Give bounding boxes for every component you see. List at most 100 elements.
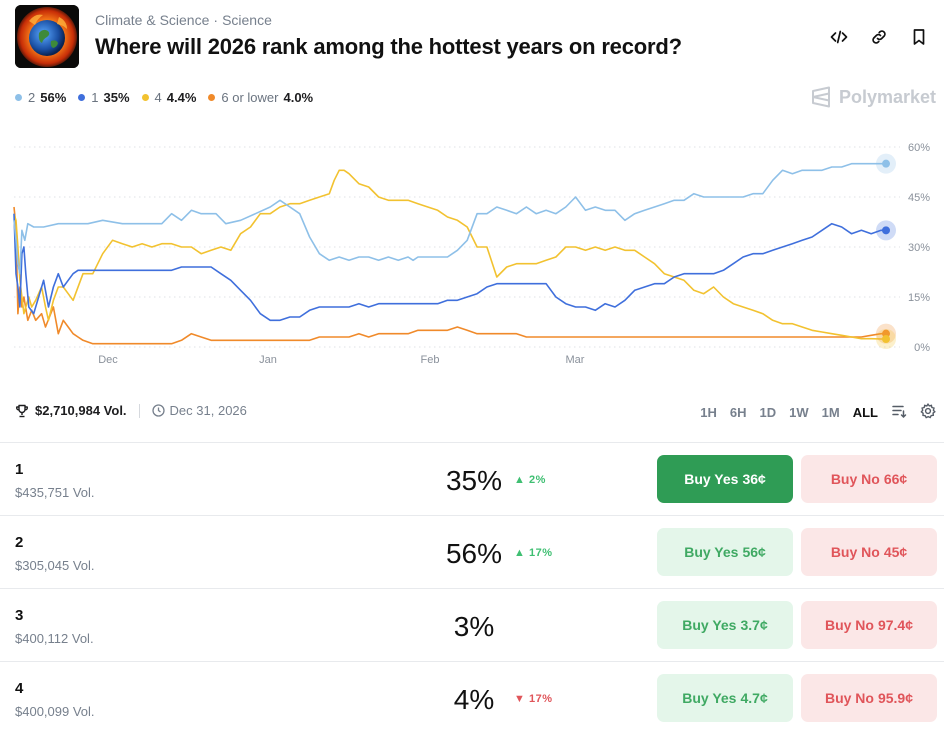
outcome-percent: 56% bbox=[445, 538, 503, 569]
outcome-volume: $435,751 Vol. bbox=[15, 485, 95, 500]
y-tick-label: 15% bbox=[908, 292, 930, 304]
range-1m[interactable]: 1M bbox=[821, 405, 840, 420]
buy-no-label: Buy No bbox=[830, 471, 880, 487]
range-1h[interactable]: 1H bbox=[700, 405, 717, 420]
change-down-icon: ▼ bbox=[514, 693, 526, 705]
legend-name: 2 bbox=[28, 90, 36, 105]
outcome-label: 3 bbox=[15, 607, 24, 624]
outcome-row[interactable]: 4 $400,099 Vol. 4% ▼ 17% Buy Yes 4.7¢ Buy… bbox=[0, 661, 944, 734]
outcome-label: 4 bbox=[15, 680, 24, 697]
settings-gear-icon[interactable] bbox=[920, 403, 936, 422]
buy-no-button[interactable]: Buy No 95.9¢ bbox=[801, 674, 937, 722]
buy-yes-label: Buy Yes bbox=[682, 690, 737, 706]
x-tick-label: Jan bbox=[259, 354, 277, 366]
outcome-change: ▼ 17% bbox=[514, 693, 552, 705]
buy-yes-price: 56¢ bbox=[742, 544, 766, 560]
legend-dot bbox=[78, 94, 86, 101]
breadcrumb-separator: · bbox=[213, 12, 219, 28]
total-volume: $2,710,984 Vol. bbox=[35, 403, 127, 418]
page-title: Where will 2026 rank among the hottest y… bbox=[95, 34, 682, 59]
y-tick-label: 30% bbox=[908, 242, 930, 254]
buy-yes-price: 4.7¢ bbox=[740, 690, 768, 706]
breadcrumb-subcategory[interactable]: Science bbox=[222, 12, 272, 28]
link-icon[interactable] bbox=[868, 26, 890, 48]
outcome-row[interactable]: 3 $400,112 Vol. 3% Buy Yes 3.7¢ Buy No 97.… bbox=[0, 588, 944, 661]
buy-yes-button[interactable]: Buy Yes 4.7¢ bbox=[657, 674, 793, 722]
x-tick-label: Mar bbox=[566, 354, 585, 366]
series-line-4 bbox=[13, 169, 886, 340]
legend-item: 1 35% bbox=[78, 90, 130, 105]
x-tick-label: Dec bbox=[98, 354, 118, 366]
outcome-change: ▲ 2% bbox=[514, 474, 546, 486]
buy-no-button[interactable]: Buy No 97.4¢ bbox=[801, 601, 937, 649]
time-range-selector: 1H 6H 1D 1W 1M ALL bbox=[700, 403, 936, 422]
outcome-label: 2 bbox=[15, 534, 24, 551]
series-line-2 bbox=[13, 162, 886, 275]
bookmark-icon[interactable] bbox=[908, 26, 930, 48]
buy-no-button[interactable]: Buy No 45¢ bbox=[801, 528, 937, 576]
clock-icon bbox=[151, 404, 165, 417]
legend-dot bbox=[208, 94, 216, 101]
series-endpoint bbox=[882, 159, 890, 168]
legend-value: 35% bbox=[103, 90, 130, 105]
buy-yes-button[interactable]: Buy Yes 56¢ bbox=[657, 528, 793, 576]
legend-value: 4.0% bbox=[283, 90, 314, 105]
outcome-label: 1 bbox=[15, 461, 24, 478]
end-date: Dec 31, 2026 bbox=[169, 403, 247, 418]
price-history-chart[interactable]: 60% 45% 30% 15% 0% Dec Jan Feb Mar bbox=[0, 132, 944, 372]
range-6h[interactable]: 6H bbox=[729, 405, 747, 420]
buy-yes-label: Buy Yes bbox=[684, 471, 739, 487]
stats-divider bbox=[138, 403, 140, 418]
buy-no-price: 95.9¢ bbox=[877, 690, 914, 706]
change-up-icon: ▲ bbox=[514, 547, 526, 559]
legend-value: 4.4% bbox=[166, 90, 197, 105]
filter-sort-icon[interactable] bbox=[891, 403, 907, 422]
series-line-6-or-lower bbox=[13, 206, 886, 345]
change-value: 2% bbox=[528, 474, 546, 486]
change-value: 17% bbox=[528, 693, 553, 705]
buy-no-price: 66¢ bbox=[883, 471, 908, 487]
buy-yes-price: 36¢ bbox=[742, 471, 766, 487]
outcomes-list: 1 $435,751 Vol. 35% ▲ 2% Buy Yes 36¢ Buy … bbox=[0, 442, 944, 734]
series-endpoint bbox=[882, 335, 890, 343]
legend-dot bbox=[141, 94, 149, 101]
outcome-volume: $400,099 Vol. bbox=[15, 704, 95, 719]
buy-yes-label: Buy Yes bbox=[682, 617, 737, 633]
polymarket-logo: Polymarket bbox=[810, 86, 936, 108]
buy-yes-price: 3.7¢ bbox=[740, 617, 768, 633]
outcome-row[interactable]: 1 $435,751 Vol. 35% ▲ 2% Buy Yes 36¢ Buy … bbox=[0, 442, 944, 515]
range-1d[interactable]: 1D bbox=[759, 405, 777, 420]
buy-yes-button[interactable]: Buy Yes 36¢ bbox=[657, 455, 793, 503]
buy-no-label: Buy No bbox=[830, 544, 880, 560]
outcome-row[interactable]: 2 $305,045 Vol. 56% ▲ 17% Buy Yes 56¢ Buy… bbox=[0, 515, 944, 588]
market-stats: $2,710,984 Vol. Dec 31, 2026 bbox=[15, 403, 247, 418]
legend-name: 4 bbox=[154, 90, 162, 105]
buy-yes-button[interactable]: Buy Yes 3.7¢ bbox=[657, 601, 793, 649]
legend-dot bbox=[15, 94, 22, 101]
change-up-icon: ▲ bbox=[514, 474, 526, 486]
breadcrumb-category[interactable]: Climate & Science bbox=[95, 12, 210, 28]
market-header: Climate & Science · Science Where will 202… bbox=[14, 4, 930, 68]
series-endpoint bbox=[882, 226, 890, 235]
range-1w[interactable]: 1W bbox=[789, 405, 809, 420]
header-actions bbox=[828, 26, 930, 48]
range-all[interactable]: ALL bbox=[852, 405, 878, 420]
buy-no-button[interactable]: Buy No 66¢ bbox=[801, 455, 937, 503]
outcome-volume: $305,045 Vol. bbox=[15, 558, 95, 573]
outcome-percent: 35% bbox=[445, 465, 503, 496]
outcome-percent: 3% bbox=[453, 611, 495, 642]
market-thumbnail bbox=[15, 5, 79, 68]
legend-value: 56% bbox=[40, 90, 67, 105]
outcome-change: ▲ 17% bbox=[514, 547, 552, 559]
embed-code-icon[interactable] bbox=[828, 26, 850, 48]
polymarket-logo-icon bbox=[811, 86, 830, 108]
change-value: 17% bbox=[528, 547, 553, 559]
breadcrumb: Climate & Science · Science bbox=[95, 12, 272, 28]
brand-name: Polymarket bbox=[838, 86, 936, 107]
buy-no-label: Buy No bbox=[824, 690, 874, 706]
y-tick-label: 60% bbox=[908, 142, 930, 154]
x-tick-label: Feb bbox=[421, 354, 440, 366]
buy-no-price: 45¢ bbox=[883, 544, 908, 560]
buy-no-price: 97.4¢ bbox=[877, 617, 914, 633]
y-tick-label: 0% bbox=[914, 342, 930, 354]
